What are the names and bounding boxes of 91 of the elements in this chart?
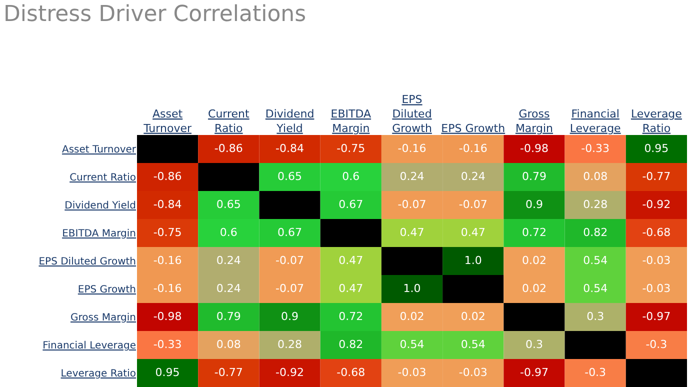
y-tick-label: Current Ratio bbox=[70, 172, 136, 184]
data-label: 0.28 bbox=[278, 338, 302, 351]
data-label: -0.16 bbox=[398, 142, 426, 155]
y-tick-label: EPS Diluted Growth bbox=[38, 256, 136, 268]
data-label: -0.92 bbox=[642, 198, 671, 211]
data-label: -0.33 bbox=[153, 338, 182, 351]
data-label: 0.3 bbox=[525, 338, 543, 351]
chart-title: Distress Driver Correlations bbox=[3, 2, 306, 28]
data-label: -0.68 bbox=[336, 366, 366, 379]
data-label: -0.97 bbox=[520, 366, 548, 379]
data-label: -0.07 bbox=[276, 282, 304, 295]
data-label: 0.9 bbox=[281, 310, 299, 323]
data-label: 0.08 bbox=[216, 338, 241, 351]
x-tick-label: Financial Leverage bbox=[570, 108, 622, 135]
data-label: 0.54 bbox=[583, 254, 608, 267]
data-label: -0.84 bbox=[153, 198, 182, 211]
data-label: -0.33 bbox=[581, 142, 610, 155]
data-label: -0.75 bbox=[153, 226, 182, 239]
data-label: 0.47 bbox=[400, 226, 424, 239]
data-label: -0.98 bbox=[153, 310, 182, 323]
y-tick-label: Financial Leverage bbox=[42, 340, 136, 352]
data-label: 0.54 bbox=[400, 338, 424, 351]
data-label: 0.3 bbox=[586, 310, 604, 323]
data-label: 0.9 bbox=[525, 198, 543, 211]
data-label: 0.72 bbox=[522, 226, 546, 239]
data-label: 0.72 bbox=[338, 310, 364, 323]
x-tick-label: EPS Diluted Growth bbox=[392, 93, 432, 135]
x-tick-label: Asset Turnover bbox=[142, 108, 192, 135]
data-label: 0.02 bbox=[522, 254, 546, 267]
data-label: 1.0 bbox=[403, 282, 421, 295]
data-label: 0.02 bbox=[400, 310, 424, 323]
data-label: -0.92 bbox=[276, 366, 304, 379]
data-label: -0.86 bbox=[214, 142, 243, 155]
data-label: -0.16 bbox=[458, 142, 488, 155]
data-label: -0.03 bbox=[642, 254, 671, 267]
y-tick-label: EBITDA Margin bbox=[62, 228, 136, 240]
data-label: -0.03 bbox=[398, 366, 426, 379]
data-label: -0.98 bbox=[520, 142, 548, 155]
x-tick-label: EBITDA Margin bbox=[330, 108, 372, 135]
data-label: -0.03 bbox=[642, 282, 671, 295]
x-tick-label: Current Ratio bbox=[208, 108, 250, 135]
data-label: 0.6 bbox=[342, 170, 360, 183]
y-tick-label: EPS Growth bbox=[78, 284, 136, 296]
data-label: 0.54 bbox=[460, 338, 486, 351]
data-label: -0.68 bbox=[642, 226, 671, 239]
data-label: 0.65 bbox=[216, 198, 241, 211]
data-label: -0.16 bbox=[153, 254, 182, 267]
data-label: 0.79 bbox=[522, 170, 546, 183]
data-label: -0.3 bbox=[584, 366, 606, 379]
data-label: -0.84 bbox=[276, 142, 304, 155]
data-label: 0.02 bbox=[522, 282, 546, 295]
data-label: 0.82 bbox=[338, 338, 364, 351]
x-tick-label: Leverage Ratio bbox=[630, 108, 682, 135]
y-tick-label: Gross Margin bbox=[70, 312, 136, 324]
data-label: -0.77 bbox=[214, 366, 243, 379]
data-label: 0.24 bbox=[400, 170, 424, 183]
x-tick-label: Gross Margin bbox=[515, 108, 554, 135]
data-label: 0.67 bbox=[278, 226, 302, 239]
data-label: 0.95 bbox=[644, 142, 669, 155]
data-label: -0.07 bbox=[398, 198, 426, 211]
data-label: 0.67 bbox=[338, 198, 364, 211]
data-label: 0.47 bbox=[460, 226, 486, 239]
y-tick-label: Dividend Yield bbox=[64, 200, 136, 212]
data-label: 0.47 bbox=[338, 282, 364, 295]
data-label: 1.0 bbox=[464, 254, 482, 267]
data-label: 0.82 bbox=[583, 226, 608, 239]
data-label: -0.86 bbox=[153, 170, 182, 183]
y-tick-label: Leverage Ratio bbox=[60, 368, 136, 380]
data-label: 0.6 bbox=[220, 226, 238, 239]
data-label: -0.75 bbox=[336, 142, 366, 155]
x-tick-label: Dividend Yield bbox=[265, 108, 314, 135]
data-label: 0.24 bbox=[460, 170, 486, 183]
data-label: 0.65 bbox=[278, 170, 302, 183]
data-label: -0.97 bbox=[642, 310, 671, 323]
data-label: 0.24 bbox=[216, 254, 241, 267]
x-tick-label: EPS Growth bbox=[441, 122, 506, 135]
data-label: 0.47 bbox=[338, 254, 364, 267]
data-label: -0.3 bbox=[646, 338, 668, 351]
data-label: -0.03 bbox=[458, 366, 488, 379]
data-label: -0.07 bbox=[458, 198, 488, 211]
data-label: 0.24 bbox=[216, 282, 241, 295]
data-label: 0.08 bbox=[583, 170, 608, 183]
data-label: 0.02 bbox=[460, 310, 486, 323]
data-label: 0.79 bbox=[216, 310, 241, 323]
data-label: 0.95 bbox=[155, 366, 180, 379]
data-label: 0.28 bbox=[583, 198, 608, 211]
data-label: -0.77 bbox=[642, 170, 671, 183]
data-label: -0.07 bbox=[276, 254, 304, 267]
data-label: -0.16 bbox=[153, 282, 182, 295]
y-tick-label: Asset Turnover bbox=[62, 144, 137, 156]
data-label: 0.54 bbox=[583, 282, 608, 295]
